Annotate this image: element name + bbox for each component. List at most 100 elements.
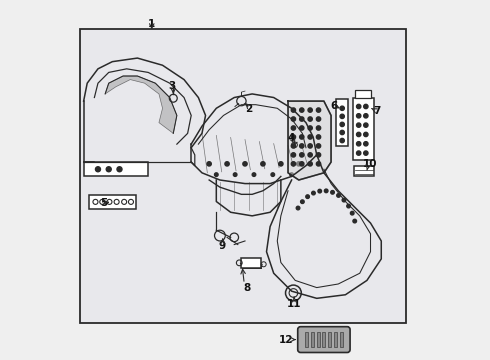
Circle shape bbox=[308, 117, 312, 121]
Circle shape bbox=[296, 206, 300, 210]
Circle shape bbox=[317, 135, 320, 139]
Circle shape bbox=[300, 200, 304, 203]
Circle shape bbox=[271, 173, 274, 176]
Circle shape bbox=[340, 130, 344, 135]
Circle shape bbox=[364, 151, 368, 155]
Circle shape bbox=[299, 153, 304, 157]
Circle shape bbox=[290, 173, 294, 176]
FancyBboxPatch shape bbox=[298, 327, 350, 352]
Bar bbox=[353, 98, 374, 160]
Circle shape bbox=[279, 162, 283, 166]
Circle shape bbox=[296, 162, 301, 166]
Bar bbox=[340, 332, 343, 347]
Bar bbox=[242, 258, 261, 268]
Text: 8: 8 bbox=[243, 283, 250, 293]
Circle shape bbox=[340, 138, 344, 143]
Circle shape bbox=[106, 167, 111, 172]
Text: 4: 4 bbox=[287, 133, 294, 143]
Bar bbox=[322, 332, 325, 347]
Text: 12: 12 bbox=[279, 334, 294, 345]
Circle shape bbox=[299, 135, 304, 139]
Circle shape bbox=[340, 106, 344, 111]
Bar bbox=[80, 30, 406, 323]
Bar bbox=[354, 166, 374, 176]
Circle shape bbox=[331, 190, 334, 194]
Bar bbox=[305, 332, 308, 347]
Circle shape bbox=[215, 173, 218, 176]
Circle shape bbox=[364, 123, 368, 127]
Circle shape bbox=[243, 162, 247, 166]
Bar bbox=[89, 195, 136, 209]
Circle shape bbox=[299, 144, 304, 148]
Polygon shape bbox=[288, 101, 331, 180]
Circle shape bbox=[207, 162, 211, 166]
Circle shape bbox=[357, 132, 361, 136]
Circle shape bbox=[364, 114, 368, 118]
Circle shape bbox=[357, 114, 361, 118]
Bar bbox=[355, 90, 371, 98]
Circle shape bbox=[308, 126, 312, 130]
Circle shape bbox=[252, 173, 256, 176]
Bar bbox=[337, 99, 348, 146]
Circle shape bbox=[299, 126, 304, 130]
Text: 3: 3 bbox=[168, 81, 175, 91]
Circle shape bbox=[342, 198, 346, 202]
Circle shape bbox=[308, 153, 312, 157]
Circle shape bbox=[96, 167, 100, 172]
Circle shape bbox=[306, 195, 309, 198]
Circle shape bbox=[291, 162, 295, 166]
Circle shape bbox=[317, 153, 320, 157]
Circle shape bbox=[317, 162, 320, 166]
Circle shape bbox=[350, 211, 354, 215]
Circle shape bbox=[324, 189, 328, 193]
Circle shape bbox=[357, 123, 361, 127]
Circle shape bbox=[317, 117, 320, 121]
Circle shape bbox=[353, 219, 357, 223]
Circle shape bbox=[291, 126, 295, 130]
Text: 9: 9 bbox=[219, 241, 226, 251]
Text: 5: 5 bbox=[100, 198, 107, 208]
Circle shape bbox=[364, 141, 368, 146]
Bar bbox=[84, 162, 148, 176]
Circle shape bbox=[317, 144, 320, 148]
Circle shape bbox=[347, 204, 350, 208]
Bar bbox=[311, 332, 314, 347]
Circle shape bbox=[299, 108, 304, 112]
Circle shape bbox=[357, 141, 361, 146]
Text: 6: 6 bbox=[330, 102, 338, 112]
Text: 7: 7 bbox=[373, 106, 381, 116]
Circle shape bbox=[308, 135, 312, 139]
Circle shape bbox=[337, 194, 341, 197]
Bar bbox=[328, 332, 331, 347]
Bar bbox=[317, 332, 319, 347]
Polygon shape bbox=[105, 76, 177, 134]
Circle shape bbox=[357, 104, 361, 109]
Circle shape bbox=[317, 126, 320, 130]
Bar bbox=[334, 332, 337, 347]
Text: 10: 10 bbox=[363, 159, 378, 169]
Circle shape bbox=[299, 117, 304, 121]
Text: 1: 1 bbox=[148, 19, 155, 29]
Circle shape bbox=[312, 191, 315, 195]
Circle shape bbox=[291, 117, 295, 121]
Text: 11: 11 bbox=[287, 299, 302, 309]
Circle shape bbox=[233, 173, 237, 176]
Circle shape bbox=[291, 135, 295, 139]
Circle shape bbox=[291, 153, 295, 157]
Circle shape bbox=[291, 108, 295, 112]
Circle shape bbox=[299, 162, 304, 166]
Circle shape bbox=[308, 162, 312, 166]
Circle shape bbox=[318, 189, 321, 193]
Circle shape bbox=[308, 108, 312, 112]
Text: 2: 2 bbox=[245, 104, 252, 114]
Circle shape bbox=[340, 114, 344, 118]
Circle shape bbox=[225, 162, 229, 166]
Circle shape bbox=[364, 132, 368, 136]
Circle shape bbox=[340, 122, 344, 127]
Circle shape bbox=[364, 104, 368, 109]
Circle shape bbox=[317, 108, 320, 112]
Circle shape bbox=[357, 151, 361, 155]
Circle shape bbox=[308, 144, 312, 148]
Circle shape bbox=[117, 167, 122, 172]
Circle shape bbox=[291, 144, 295, 148]
